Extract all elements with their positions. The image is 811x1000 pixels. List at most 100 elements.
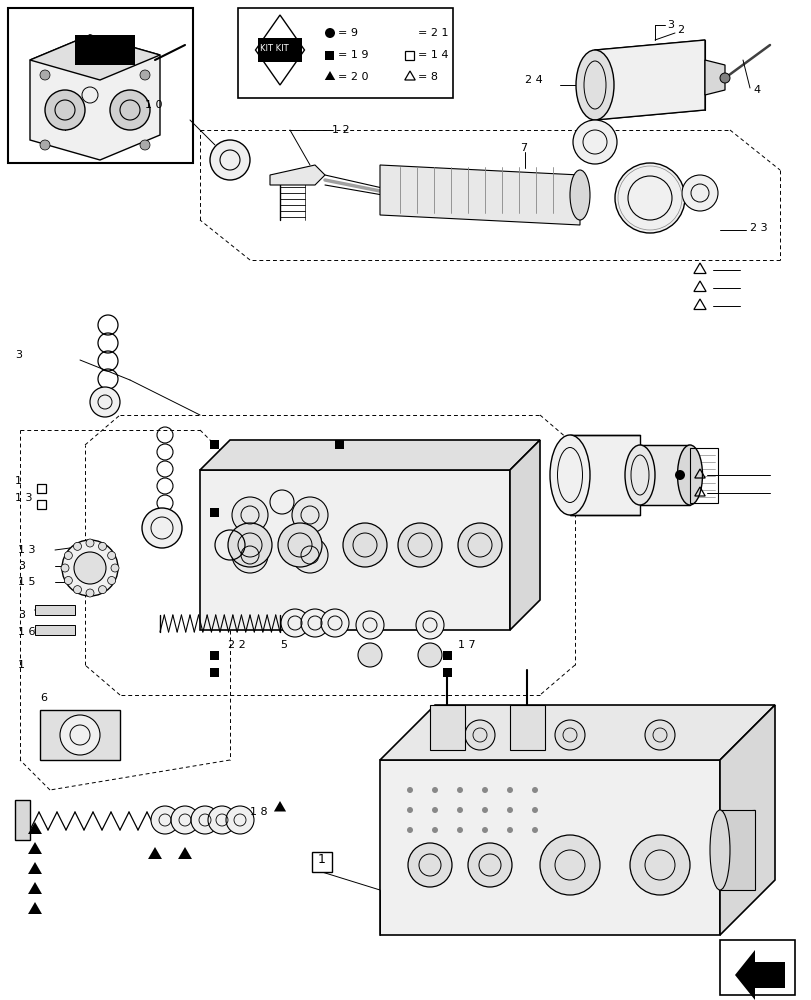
Bar [210,440,219,448]
Ellipse shape [549,435,590,515]
Polygon shape [40,710,120,760]
Polygon shape [734,950,784,1000]
Bar [405,51,414,60]
Bar [719,810,754,890]
Bar [37,499,46,508]
Circle shape [277,523,322,567]
Circle shape [407,843,452,887]
Polygon shape [430,705,465,750]
Polygon shape [28,822,42,834]
Bar [75,35,135,65]
Circle shape [465,720,495,750]
Circle shape [431,787,437,793]
Circle shape [482,827,487,833]
Polygon shape [719,705,774,935]
Circle shape [139,140,150,150]
Polygon shape [28,862,42,874]
Bar [210,668,219,676]
Circle shape [644,720,674,750]
Polygon shape [509,440,539,630]
Polygon shape [255,15,304,85]
Polygon shape [270,165,324,185]
Ellipse shape [676,445,702,505]
Circle shape [397,523,441,567]
Circle shape [358,643,381,667]
Circle shape [629,835,689,895]
Text: 3: 3 [15,350,22,360]
Text: 1 3: 1 3 [15,493,32,503]
Circle shape [573,120,616,164]
Polygon shape [704,60,724,95]
Text: 3: 3 [18,610,25,620]
Text: 2: 2 [676,25,684,35]
Bar [719,940,794,995]
Polygon shape [148,847,161,859]
Circle shape [232,537,268,573]
Bar [380,760,719,935]
Circle shape [98,542,106,550]
Circle shape [539,835,599,895]
Bar [335,440,344,448]
Text: 1: 1 [318,853,325,866]
Circle shape [614,163,684,233]
Text: 6: 6 [40,693,47,703]
Circle shape [506,827,513,833]
Text: 3: 3 [666,20,673,30]
Text: = 1 4: = 1 4 [418,50,448,60]
Bar [569,435,639,515]
Circle shape [45,90,85,130]
Circle shape [74,542,81,550]
Text: 1: 1 [18,660,25,670]
Circle shape [324,28,335,38]
Ellipse shape [709,810,729,890]
Circle shape [431,807,437,813]
Circle shape [228,523,272,567]
Circle shape [191,806,219,834]
Circle shape [292,497,328,533]
Circle shape [64,576,72,584]
Ellipse shape [575,50,613,120]
Circle shape [98,586,106,594]
Circle shape [292,537,328,573]
Circle shape [142,508,182,548]
Bar [443,650,452,660]
Circle shape [86,539,94,547]
Polygon shape [324,71,335,80]
Circle shape [225,806,254,834]
Circle shape [531,807,538,813]
Polygon shape [28,882,42,894]
Text: 1 6: 1 6 [18,627,36,637]
Bar [210,650,219,660]
Circle shape [431,827,437,833]
Circle shape [40,140,50,150]
Ellipse shape [624,445,654,505]
Ellipse shape [569,170,590,220]
Circle shape [342,523,387,567]
Circle shape [554,720,584,750]
Circle shape [320,609,349,637]
Circle shape [139,70,150,80]
Bar [35,625,75,635]
Text: 1 5: 1 5 [18,577,36,587]
Bar [35,605,75,615]
Circle shape [301,609,328,637]
Text: = 8: = 8 [418,72,437,82]
Polygon shape [28,902,42,914]
Polygon shape [380,705,774,760]
Text: KIT KIT: KIT KIT [260,44,288,53]
Circle shape [457,523,501,567]
Text: 1 7: 1 7 [457,640,475,650]
Circle shape [86,589,94,597]
Circle shape [62,540,118,596]
Polygon shape [28,842,42,854]
Polygon shape [594,40,704,120]
Text: 2 3: 2 3 [749,223,766,233]
Text: 2 4: 2 4 [525,75,542,85]
Polygon shape [178,847,191,859]
Circle shape [109,90,150,130]
Circle shape [108,552,115,560]
Text: 1 8: 1 8 [250,807,268,817]
Circle shape [467,843,512,887]
Circle shape [208,806,236,834]
Circle shape [506,807,513,813]
